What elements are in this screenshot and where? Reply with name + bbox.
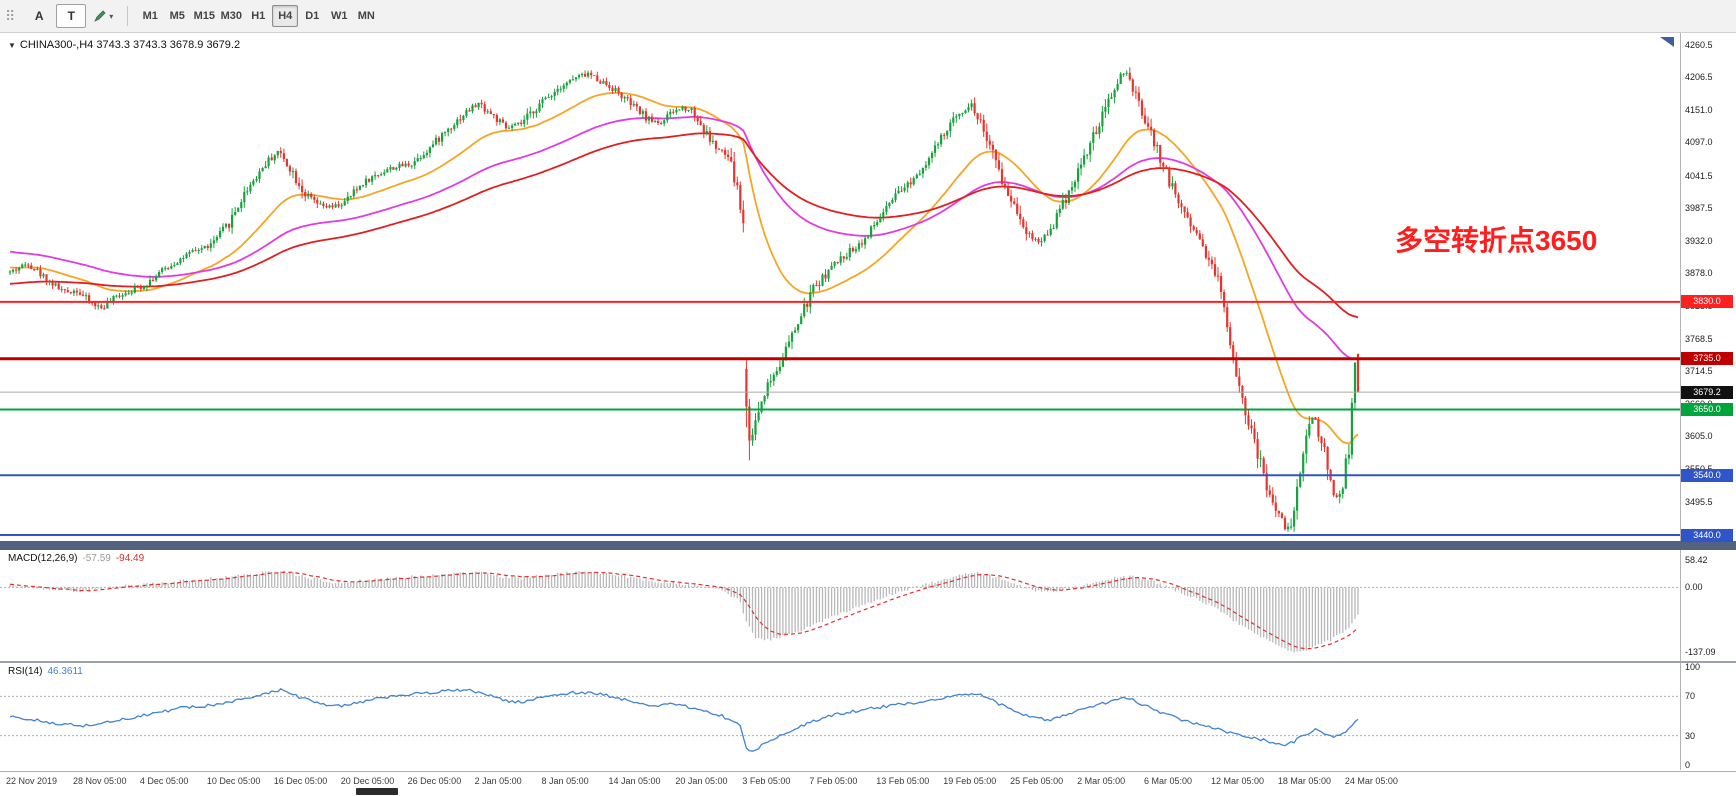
tf-button-d1[interactable]: D1 bbox=[305, 10, 320, 22]
price-axis[interactable] bbox=[1680, 33, 1736, 541]
time-label: 25 Feb 05:00 bbox=[1010, 776, 1064, 786]
chart-title-text: CHINA300-,H4 3743.3 3743.3 3678.9 3679.2 bbox=[19, 39, 241, 51]
time-label: 14 Jan 05:00 bbox=[608, 776, 661, 786]
chart-shift-marker-icon[interactable] bbox=[1660, 37, 1674, 47]
time-label: 3 Feb 05:00 bbox=[742, 776, 791, 786]
time-label: 18 Mar 05:00 bbox=[1277, 776, 1331, 786]
panel-splitter-main-macd[interactable] bbox=[0, 541, 1736, 550]
candles-layer[interactable] bbox=[8, 67, 1360, 532]
time-label: 4 Dec 05:00 bbox=[139, 776, 189, 786]
toolbar-separator bbox=[127, 6, 129, 26]
toolbar: ⠿ A T ▾ M1 M5 M15 M30 H1 H4 D1 W1 MN bbox=[0, 0, 1736, 33]
time-label: 22 Nov 2019 bbox=[6, 776, 58, 786]
rsi-value: 46.3611 bbox=[47, 666, 83, 677]
rsi-name: RSI(14) bbox=[8, 666, 43, 677]
macd-main-value: -57.59 bbox=[82, 553, 111, 564]
tf-button-m5[interactable]: M5 bbox=[169, 10, 185, 22]
rsi-indicator-label: RSI(14) 46.3611 bbox=[8, 666, 83, 677]
time-label: 7 Feb 05:00 bbox=[809, 776, 858, 786]
time-label: 24 Mar 05:00 bbox=[1344, 776, 1398, 786]
hlines-layer[interactable] bbox=[0, 300, 1680, 536]
timeframe-group: M1 M5 M15 M30 H1 H4 D1 W1 MN bbox=[137, 5, 379, 27]
tf-button-mn[interactable]: MN bbox=[357, 10, 375, 22]
scrollbar-thumb[interactable] bbox=[356, 788, 398, 795]
time-label: 2 Mar 05:00 bbox=[1077, 776, 1126, 786]
time-label: 2 Jan 05:00 bbox=[474, 776, 522, 786]
time-label: 20 Dec 05:00 bbox=[340, 776, 395, 786]
macd-axis[interactable] bbox=[1680, 550, 1736, 661]
tf-button-m15[interactable]: M15 bbox=[193, 10, 215, 22]
time-label: 26 Dec 05:00 bbox=[407, 776, 462, 786]
text-tool-button[interactable]: T bbox=[56, 4, 87, 28]
rsi-layer bbox=[0, 687, 1680, 752]
time-label: 10 Dec 05:00 bbox=[206, 776, 261, 786]
pencil-icon bbox=[94, 10, 106, 22]
chart-title: ▼ CHINA300-,H4 3743.3 3743.3 3678.9 3679.… bbox=[8, 39, 240, 51]
rsi-line bbox=[9, 687, 1359, 752]
ma-line-mid-magenta bbox=[9, 116, 1359, 361]
rsi-axis[interactable] bbox=[1680, 663, 1736, 770]
time-label: 8 Jan 05:00 bbox=[541, 776, 589, 786]
macd-layer bbox=[0, 570, 1680, 653]
ma-line-slow-red bbox=[9, 132, 1359, 319]
tf-button-h4[interactable]: H4 bbox=[272, 5, 299, 27]
tf-button-h1[interactable]: H1 bbox=[251, 10, 266, 22]
time-label: 16 Dec 05:00 bbox=[273, 776, 328, 786]
macd-name: MACD(12,26,9) bbox=[8, 553, 78, 564]
time-label: 19 Feb 05:00 bbox=[943, 776, 997, 786]
toolbar-grip-icon: ⠿ bbox=[5, 7, 16, 24]
moving-averages-layer bbox=[9, 91, 1359, 445]
collapse-arrow-icon[interactable]: ▼ bbox=[8, 41, 16, 50]
tf-button-m30[interactable]: M30 bbox=[220, 10, 242, 22]
macd-signal-value: -94.49 bbox=[115, 553, 145, 564]
annotation-a-button[interactable]: A bbox=[34, 9, 44, 23]
time-label: 20 Jan 05:00 bbox=[675, 776, 728, 786]
chart-annotation-text: 多空转折点3650 bbox=[1395, 225, 1598, 256]
time-axis[interactable]: 22 Nov 2019 28 Nov 05:00 4 Dec 05:00 10 Dec… bbox=[0, 771, 1736, 796]
macd-signal-line bbox=[9, 571, 1359, 650]
time-label: 6 Mar 05:00 bbox=[1144, 776, 1193, 786]
tf-button-w1[interactable]: W1 bbox=[331, 10, 348, 22]
tf-button-m1[interactable]: M1 bbox=[142, 10, 158, 22]
time-label: 13 Feb 05:00 bbox=[876, 776, 930, 786]
time-label: 12 Mar 05:00 bbox=[1210, 776, 1265, 786]
chevron-down-icon: ▾ bbox=[109, 11, 114, 21]
macd-indicator-label: MACD(12,26,9) -57.59 -94.49 bbox=[8, 553, 144, 564]
panel-splitter-macd-rsi[interactable] bbox=[0, 661, 1736, 663]
ma-line-fast-orange bbox=[9, 91, 1359, 445]
time-label: 28 Nov 05:00 bbox=[72, 776, 127, 786]
draw-tool-button[interactable]: ▾ bbox=[88, 4, 118, 28]
